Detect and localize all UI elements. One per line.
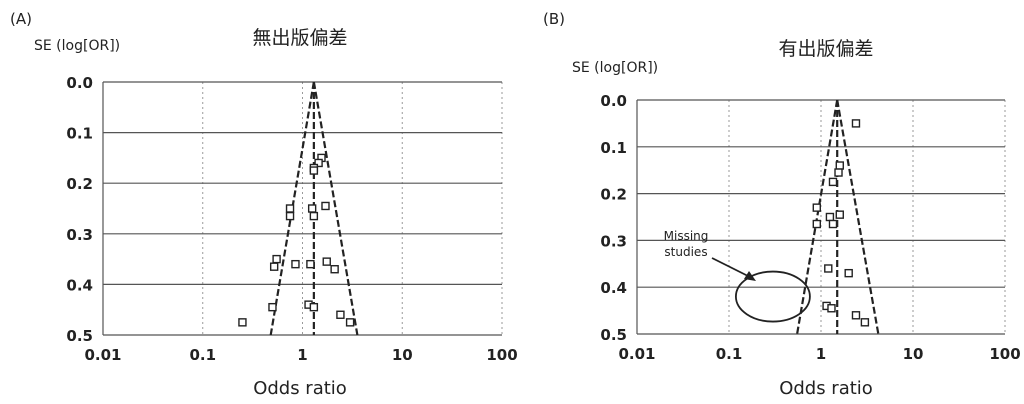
y-tick-label-a-1: 0.1 <box>66 125 93 143</box>
funnel-left-a <box>269 81 315 336</box>
data-point-b-8 <box>835 210 844 219</box>
y-tick-label-b-1: 0.1 <box>600 139 627 157</box>
data-point-a-12 <box>306 259 315 269</box>
funnel-right-a <box>312 81 359 336</box>
data-point-a-9 <box>272 254 281 264</box>
y-tick-label-a-3: 0.3 <box>66 226 93 244</box>
x-tick-label-a-1: 0.1 <box>189 346 216 364</box>
data-point-a-18 <box>238 318 247 327</box>
data-point-b-14 <box>860 318 870 327</box>
x-tick-label-a-0: 0.01 <box>84 346 121 364</box>
data-point-a-8 <box>321 201 330 211</box>
data-point-a-13 <box>322 257 331 266</box>
y-tick-label-b-4: 0.4 <box>600 279 627 297</box>
data-point-a-17 <box>309 302 319 312</box>
data-point-a-19 <box>336 310 345 319</box>
data-point-a-20 <box>345 318 355 327</box>
data-point-b-4 <box>812 203 821 212</box>
chart-title-a: 無出版偏差 <box>252 27 347 49</box>
data-point-a-5 <box>285 211 295 221</box>
data-point-a-4 <box>285 204 295 213</box>
data-point-a-15 <box>268 302 277 312</box>
data-point-b-2 <box>834 168 843 177</box>
plot-area-b: 0.0 0.1 0.2 0.3 0.4 0.50.01 0.1 1 10 100 Missing st… <box>600 92 1020 363</box>
data-point-a-10 <box>269 262 279 271</box>
y-tick-label-a-4: 0.4 <box>66 276 93 294</box>
y-tick-label-b-0: 0.0 <box>600 92 627 110</box>
data-point-b-13 <box>851 311 861 320</box>
annotation-arrowhead <box>744 271 756 281</box>
y-axis-label-a: SE (log[OR]) <box>34 38 120 54</box>
annotation-text-line-1: Missing <box>664 229 709 243</box>
y-axis-label-b: SE (log[OR]) <box>572 60 658 76</box>
annotation-arrow <box>711 257 753 279</box>
y-tick-label-b-3: 0.3 <box>600 232 627 250</box>
x-tick-label-a-4: 100 <box>486 346 517 364</box>
panel-label-a: (A) <box>10 10 32 28</box>
data-point-b-6 <box>825 212 835 222</box>
data-point-b-7 <box>828 219 838 229</box>
data-point-a-11 <box>291 259 300 269</box>
panel-label-b: (B) <box>543 10 565 28</box>
x-axis-label-b: Odds ratio <box>779 378 873 399</box>
x-axis-label-a: Odds ratio <box>253 378 347 399</box>
x-tick-label-b-4: 100 <box>989 345 1020 363</box>
annotation-text-line-2: studies <box>664 245 707 259</box>
data-point-b-12 <box>827 304 836 313</box>
y-tick-label-a-0: 0.0 <box>66 74 93 92</box>
data-point-b-0 <box>851 119 861 128</box>
missing-studies-ellipse <box>734 270 811 323</box>
data-point-a-14 <box>330 265 339 274</box>
data-point-a-7 <box>309 211 319 221</box>
data-point-b-9 <box>824 264 833 273</box>
plot-area-a: 0.0 0.1 0.2 0.3 0.4 0.50.01 0.1 1 10 100 <box>66 74 517 364</box>
data-point-a-6 <box>307 204 317 213</box>
y-tick-label-a-2: 0.2 <box>66 175 93 193</box>
data-point-a-3 <box>309 166 319 175</box>
y-tick-label-b-2: 0.2 <box>600 186 627 204</box>
data-point-b-3 <box>828 177 838 187</box>
x-tick-label-b-1: 0.1 <box>716 345 743 363</box>
data-point-b-1 <box>835 161 844 170</box>
data-point-b-10 <box>844 268 853 278</box>
chart-title-b: 有出版偏差 <box>778 38 873 60</box>
y-tick-label-a-5: 0.5 <box>66 327 93 345</box>
data-point-a-1 <box>314 158 323 168</box>
data-point-b-5 <box>812 219 821 229</box>
x-tick-label-a-3: 10 <box>392 346 413 364</box>
x-tick-label-a-2: 1 <box>297 346 307 364</box>
x-tick-label-b-2: 1 <box>816 345 826 363</box>
x-tick-label-b-3: 10 <box>903 345 924 363</box>
x-tick-label-b-0: 0.01 <box>618 345 655 363</box>
y-tick-label-b-5: 0.5 <box>600 326 627 344</box>
